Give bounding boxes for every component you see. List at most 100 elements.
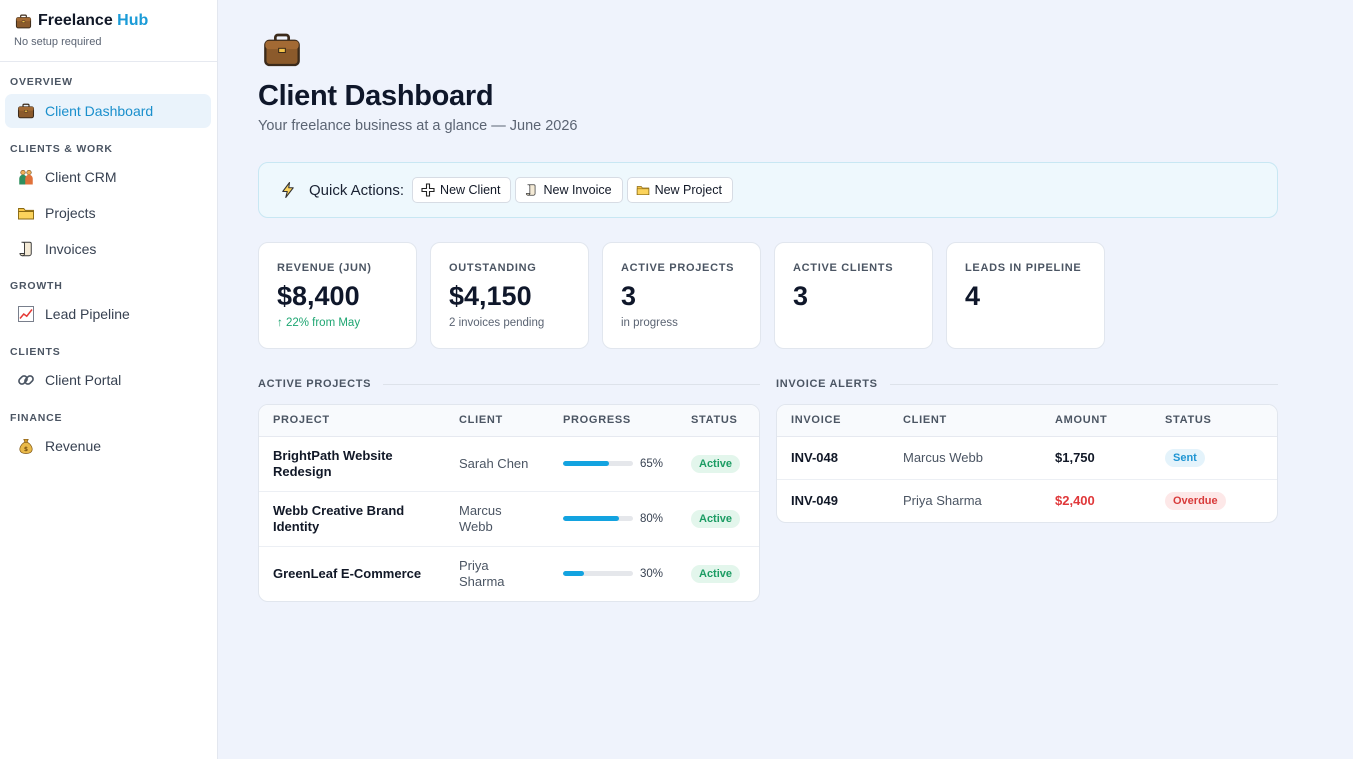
brand-name: Freelance (38, 12, 113, 29)
link-icon (17, 371, 35, 389)
new-project-button[interactable]: New Project (626, 177, 733, 203)
new-client-label: New Client (440, 183, 501, 197)
progress-fill (563, 571, 584, 577)
lightning-icon (279, 181, 297, 199)
table-row[interactable]: INV-049 Priya Sharma $2,400 Overdue (777, 479, 1277, 522)
status-badge: Active (691, 564, 741, 583)
project-name: BrightPath Website Redesign (273, 447, 393, 479)
sidebar: Freelance Hub No setup required OVERVIEW… (0, 0, 218, 759)
sidebar-item-label: Lead Pipeline (45, 306, 130, 322)
nav-section-finance: FINANCE (10, 412, 63, 424)
briefcase-icon (17, 102, 35, 120)
folder-icon (636, 183, 650, 197)
column-header: AMOUNT (1041, 405, 1151, 437)
table-row[interactable]: INV-048 Marcus Webb $1,750 Sent (777, 436, 1277, 480)
chart-up-icon (17, 305, 35, 323)
scroll-icon (17, 240, 35, 258)
client-name: Priya Sharma (903, 492, 982, 508)
project-name: Webb Creative Brand Identity (273, 502, 405, 534)
table-row[interactable]: BrightPath Website Redesign Sarah Chen 6… (259, 436, 759, 492)
stat-value: $4,150 (449, 281, 532, 311)
sidebar-item-invoices[interactable]: Invoices (5, 232, 211, 266)
client-name: Marcus Webb (459, 502, 502, 534)
progress-bar (563, 516, 633, 521)
stat-label: ACTIVE PROJECTS (621, 262, 735, 274)
sidebar-item-client-portal[interactable]: Client Portal (5, 363, 211, 397)
progress-percent: 30% (640, 567, 664, 580)
sidebar-item-label: Revenue (45, 438, 102, 454)
nav-section-clients: CLIENTS (10, 346, 61, 358)
new-client-button[interactable]: New Client (412, 177, 512, 203)
column-header: STATUS (677, 405, 759, 437)
table-row[interactable]: Webb Creative Brand Identity Marcus Webb… (259, 491, 759, 547)
invoice-id: INV-048 (791, 450, 838, 465)
column-header: STATUS (1151, 405, 1277, 437)
progress-fill (563, 461, 609, 466)
sidebar-item-label: Invoices (45, 241, 97, 257)
project-name: GreenLeaf E-Commerce (273, 565, 422, 581)
stat-card-active-clients: ACTIVE CLIENTS 3 (774, 242, 933, 349)
sidebar-item-label: Client Portal (45, 372, 122, 388)
client-name: Marcus Webb (903, 449, 983, 465)
projects-table: PROJECT CLIENT PROGRESS STATUS BrightPat… (258, 404, 760, 602)
client-name: Sarah Chen (459, 455, 529, 471)
status-badge: Active (691, 454, 741, 473)
invoice-alerts-header: INVOICE ALERTS (776, 378, 1278, 390)
invoices-table: INVOICE CLIENT AMOUNT STATUS INV-048 Mar… (776, 404, 1278, 523)
table-row[interactable]: GreenLeaf E-Commerce Priya Sharma 30% Ac… (259, 546, 759, 601)
progress-bar (563, 461, 633, 466)
progress-percent: 65% (640, 457, 664, 470)
column-header: PROGRESS (549, 405, 677, 437)
stat-note: 2 invoices pending (449, 317, 545, 329)
nav-section-clients-work: CLIENTS & WORK (10, 143, 113, 155)
plus-icon (421, 183, 435, 197)
column-header: CLIENT (889, 405, 1041, 437)
scroll-icon (524, 183, 538, 197)
sidebar-item-label: Projects (45, 205, 96, 221)
column-header: PROJECT (259, 405, 445, 437)
folder-icon (17, 204, 35, 222)
sidebar-item-lead-pipeline[interactable]: Lead Pipeline (5, 297, 211, 331)
invoice-amount: $1,750 (1055, 450, 1095, 465)
brand: Freelance Hub No setup required (0, 0, 217, 62)
section-title: INVOICE ALERTS (776, 378, 878, 390)
stat-value: 3 (621, 281, 637, 311)
stat-card-leads: LEADS IN PIPELINE 4 (946, 242, 1105, 349)
stats-row: REVENUE (JUN) $8,400 ↑ 22% from May OUTS… (258, 242, 1105, 349)
sidebar-item-projects[interactable]: Projects (5, 196, 211, 230)
stat-trend: ↑ 22% from May (277, 317, 361, 329)
sidebar-item-client-dashboard[interactable]: Client Dashboard (5, 94, 211, 128)
divider (889, 383, 1278, 385)
brand-subtitle: No setup required (14, 36, 102, 48)
briefcase-icon (260, 30, 304, 70)
new-invoice-button[interactable]: New Invoice (515, 177, 623, 203)
stat-label: ACTIVE CLIENTS (793, 262, 894, 274)
stat-card-outstanding: OUTSTANDING $4,150 2 invoices pending (430, 242, 589, 349)
new-project-label: New Project (654, 183, 722, 197)
invoice-amount: $2,400 (1055, 493, 1095, 509)
stat-card-revenue: REVENUE (JUN) $8,400 ↑ 22% from May (258, 242, 417, 349)
stat-note: in progress (621, 317, 678, 329)
stat-label: REVENUE (JUN) (277, 262, 372, 274)
sidebar-item-revenue[interactable]: $ Revenue (5, 429, 211, 463)
quick-actions-bar: Quick Actions: New Client New Invoice Ne… (258, 162, 1278, 218)
active-projects-header: ACTIVE PROJECTS (258, 378, 760, 390)
status-badge: Sent (1165, 448, 1205, 467)
progress-fill (563, 516, 619, 521)
people-icon (17, 168, 35, 186)
progress-bar (563, 571, 633, 577)
status-badge: Overdue (1165, 491, 1226, 510)
client-name: Priya Sharma (459, 557, 505, 589)
stat-value: 4 (965, 281, 981, 311)
money-bag-icon: $ (17, 437, 35, 455)
new-invoice-label: New Invoice (543, 183, 612, 197)
brand-accent: Hub (117, 12, 149, 29)
briefcase-icon (14, 12, 32, 30)
page-subtitle: Your freelance business at a glance — Ju… (258, 118, 578, 134)
sidebar-item-client-crm[interactable]: Client CRM (5, 160, 211, 194)
section-title: ACTIVE PROJECTS (258, 378, 372, 390)
column-header: INVOICE (777, 405, 889, 437)
stat-value: 3 (793, 281, 809, 311)
page-title: Client Dashboard (258, 80, 494, 112)
status-badge: Active (691, 509, 741, 528)
